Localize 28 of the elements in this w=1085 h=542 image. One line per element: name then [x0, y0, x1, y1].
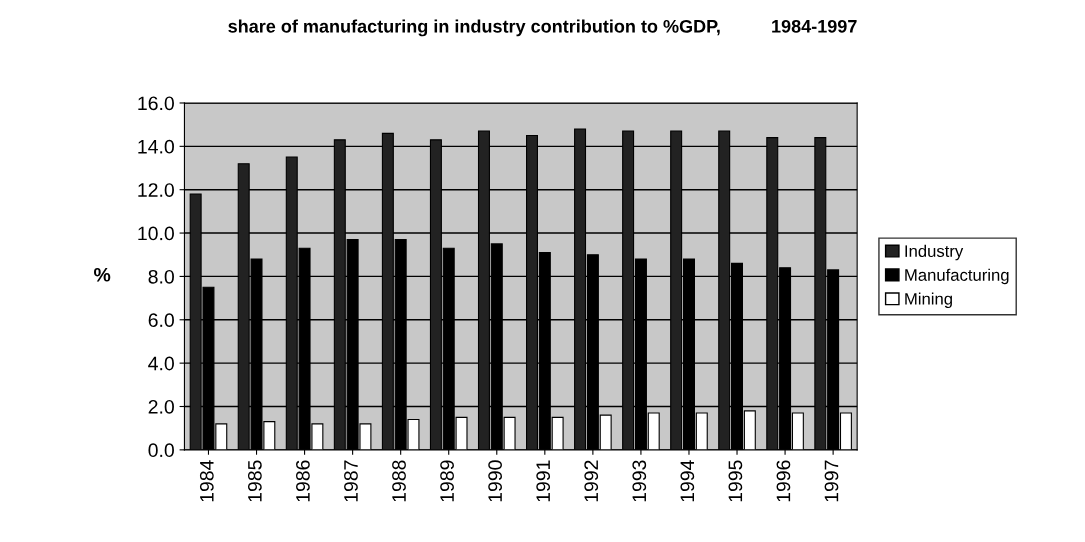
x-tick-label: 1993	[632, 460, 647, 502]
x-tick-label: 1992	[584, 460, 599, 502]
y-tick-label: 14.0	[138, 139, 174, 154]
y-tick-label: 6.0	[148, 313, 174, 328]
x-tick-label: 1996	[776, 460, 791, 502]
chart-title: share of manufacturing in industry contribution to %GDP, 1984-1997	[228, 19, 857, 37]
x-tick-label: 1984	[199, 460, 214, 502]
x-tick-label: 1991	[536, 460, 551, 502]
y-tick-label: 0.0	[148, 443, 174, 458]
y-tick-label: 2.0	[148, 399, 174, 414]
y-axis-title: %	[94, 267, 111, 282]
x-tick-label: 1987	[344, 460, 358, 502]
x-tick-label: 1988	[392, 460, 406, 502]
y-tick-label: 12.0	[138, 183, 174, 197]
legend-label: Manufacturing	[905, 268, 1009, 285]
y-tick-label: 4.0	[148, 356, 174, 371]
x-tick-label: 1995	[728, 460, 743, 502]
x-tick-label: 1997	[824, 460, 839, 502]
x-tick-label: 1989	[440, 460, 454, 502]
x-tick-label: 1994	[680, 460, 695, 502]
y-tick-label: 10.0	[138, 226, 174, 241]
y-tick-label: 16.0	[138, 96, 174, 111]
x-tick-label: 1990	[488, 460, 502, 502]
legend-label: Industry	[905, 244, 964, 261]
y-tick-label: 8.0	[148, 269, 174, 284]
x-tick-label: 1986	[296, 460, 310, 502]
x-tick-label: 1985	[247, 460, 262, 502]
legend-label: Mining	[905, 292, 952, 309]
